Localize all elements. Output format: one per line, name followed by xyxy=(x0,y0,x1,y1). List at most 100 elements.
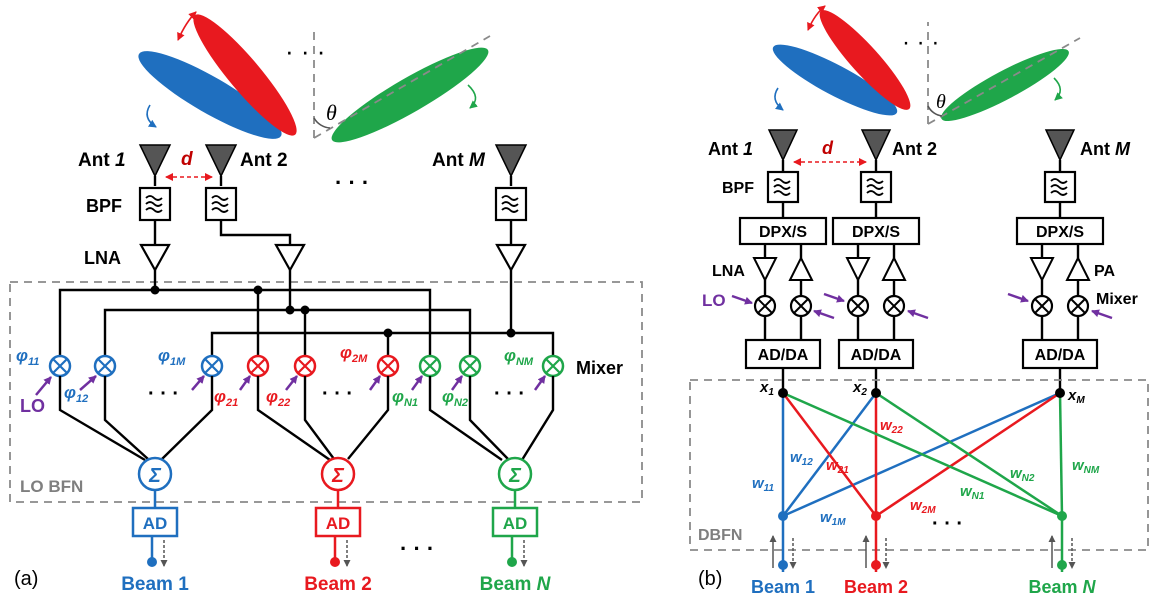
beam-outputs-a: Σ Σ Σ AD AD AD · · · Beam 1 xyxy=(121,456,552,595)
summer-symbol: Σ xyxy=(331,465,345,487)
adda-label: AD/DA xyxy=(1035,347,1086,364)
antenna-dots: · · · xyxy=(335,170,369,195)
phase-label: φ12 xyxy=(64,383,88,405)
front-end-b: BPF DPX/S DPX/S DPX/S xyxy=(702,170,1138,393)
caption-b: (b) xyxy=(698,568,722,590)
distribution-wiring-a xyxy=(58,270,555,366)
weight-label: w21 xyxy=(826,457,849,476)
weight-label: wNM xyxy=(1072,457,1100,476)
ad-box xyxy=(131,506,179,538)
dpx-box xyxy=(738,216,828,246)
green-beam-lobe xyxy=(331,47,489,143)
lo-label: LO xyxy=(20,396,45,416)
adda-label: AD/DA xyxy=(851,347,902,364)
antenna-icon xyxy=(860,129,892,162)
mixer-label: Mixer xyxy=(1096,291,1138,308)
theta-label: θ xyxy=(326,100,337,125)
dpx-label: DPX/S xyxy=(852,224,900,241)
phase-label: φNM xyxy=(504,346,534,368)
phase-label: φ21 xyxy=(214,387,238,409)
bpf-label: BPF xyxy=(722,180,754,197)
svg-text:· · ·: · · · xyxy=(902,29,939,56)
front-end-a: BPF LNA xyxy=(84,186,528,273)
green-steer-arrow xyxy=(467,84,478,109)
adda-box xyxy=(837,338,915,370)
phase-label: φN2 xyxy=(442,387,468,409)
lna-icon xyxy=(139,243,171,273)
weight-label: w2M xyxy=(910,497,936,516)
antenna-icon xyxy=(1044,129,1076,162)
mixer-dots: · · · xyxy=(322,383,353,405)
beam-lobes-b: θ · · · xyxy=(772,5,1081,125)
pa-label: PA xyxy=(1094,263,1115,280)
beam-dots: · · · xyxy=(400,536,434,561)
weight-label: w22 xyxy=(880,417,903,436)
beam-lobes-a: θ · · · xyxy=(138,11,491,143)
mixer-dots: · · · xyxy=(494,383,525,405)
antenna-label-1: Ant 1 xyxy=(708,139,753,159)
phase-label: φ11 xyxy=(16,346,39,368)
beam-outputs-b: Beam 1 Beam 2 Beam N xyxy=(751,516,1097,597)
antennas-b: Ant 1 Ant 2 Ant M d xyxy=(708,129,1131,172)
antenna-label-m: Ant M xyxy=(432,150,486,171)
antenna-icon xyxy=(138,144,172,178)
rf-chain-m xyxy=(1007,244,1113,340)
phase-label: φN1 xyxy=(392,387,418,409)
antenna-label-m: Ant M xyxy=(1080,139,1131,159)
phase-label: φ2M xyxy=(340,343,368,365)
weight-label: wN2 xyxy=(1010,465,1035,484)
bpf-label: BPF xyxy=(86,196,122,216)
ad-label: AD xyxy=(326,514,351,533)
lo-bfn-label: LO BFN xyxy=(20,477,83,496)
lo-bfn-box xyxy=(9,281,643,503)
rf-chain-1 xyxy=(731,244,835,340)
blue-steer-arrow xyxy=(146,104,157,128)
weight-label: w1M xyxy=(820,509,846,528)
phase-label: φ1M xyxy=(158,346,186,368)
rf-chain-2 xyxy=(823,244,929,340)
dbfn-dots: · · · xyxy=(932,513,963,535)
weight-label: w12 xyxy=(790,449,813,468)
blue-beam-lobe xyxy=(772,44,898,116)
lna-label: LNA xyxy=(712,263,745,280)
dbfn-box xyxy=(689,379,1149,551)
summer-symbol: Σ xyxy=(508,465,522,487)
mixers-a: Mixer LO φ11 φ12 φ1M φ21 φ22 φ2M φN1 φN2… xyxy=(16,343,623,416)
red-steer-arrow xyxy=(177,11,197,41)
spacing-label: d xyxy=(822,138,834,158)
red-beam-lobe xyxy=(819,10,911,110)
dpx-box xyxy=(831,216,921,246)
dpx-box xyxy=(1015,216,1105,246)
panel-a: θ · · · Ant 1 Ant 2 Ant M d · · · xyxy=(9,11,643,595)
beam-label-n: Beam N xyxy=(480,574,552,595)
theta-label: θ xyxy=(936,91,946,113)
antenna-label-1: Ant 1 xyxy=(78,150,126,171)
summing-wiring-a xyxy=(58,376,555,462)
theta-arc xyxy=(313,117,331,129)
lo-label: LO xyxy=(702,291,726,310)
input-label: x2 xyxy=(852,379,867,398)
dbfn-matrix: x1 x2 xM w11 w12 w1M w21 w22 w2M wN1 wN2… xyxy=(752,379,1100,535)
beam-label-2: Beam 2 xyxy=(304,574,372,595)
beam-label-1: Beam 1 xyxy=(751,577,815,597)
antenna-label-2: Ant 2 xyxy=(892,139,937,159)
beam-label-1: Beam 1 xyxy=(121,574,189,595)
green-beam-lobe xyxy=(941,49,1069,121)
dbfn-label: DBFN xyxy=(698,527,742,544)
input-label: x1 xyxy=(759,379,774,398)
beam-label-2: Beam 2 xyxy=(844,577,908,597)
red-beam-lobe xyxy=(193,14,297,136)
panel-b: θ · · · Ant 1 Ant 2 Ant M d xyxy=(689,5,1149,597)
lna-label: LNA xyxy=(84,248,121,268)
phase-label: φ22 xyxy=(266,387,290,409)
mixer-dots: · · · xyxy=(148,383,179,405)
antenna-icon xyxy=(204,144,238,178)
antenna-label-2: Ant 2 xyxy=(240,150,288,171)
weight-label: w11 xyxy=(752,475,774,494)
caption-a: (a) xyxy=(14,568,38,590)
antenna-icon xyxy=(494,144,528,178)
mixer-label: Mixer xyxy=(576,358,623,378)
blue-beam-lobe xyxy=(138,51,282,139)
beam-label-n: Beam N xyxy=(1028,577,1096,597)
